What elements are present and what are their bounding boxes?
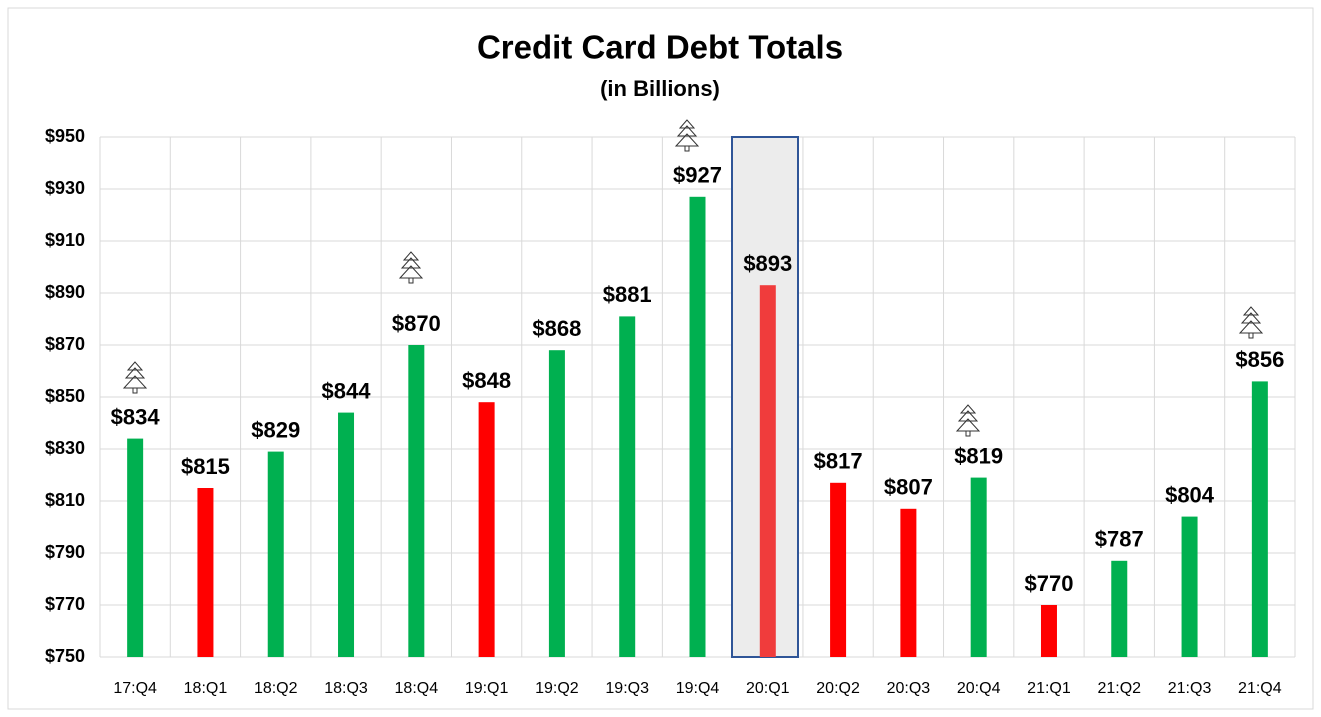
y-tick-label: $790	[45, 542, 85, 562]
x-tick-label: 18:Q3	[324, 680, 368, 697]
data-label: $834	[111, 404, 161, 429]
data-label: $829	[251, 417, 300, 442]
y-tick-label: $850	[45, 386, 85, 406]
data-label: $819	[954, 443, 1003, 468]
data-label: $815	[181, 454, 230, 479]
x-tick-label: 19:Q3	[605, 680, 649, 697]
bar	[1251, 381, 1268, 657]
data-label: $856	[1235, 347, 1284, 372]
y-tick-label: $890	[45, 282, 85, 302]
x-tick-label: 20:Q1	[746, 680, 790, 697]
bar	[830, 482, 847, 657]
bar	[619, 316, 636, 657]
data-label: $927	[673, 163, 722, 188]
bar	[900, 508, 917, 657]
y-tick-label: $930	[45, 178, 85, 198]
tree-icon	[955, 404, 981, 437]
bar	[970, 477, 987, 657]
x-tick-label: 20:Q3	[887, 680, 931, 697]
data-label: $804	[1165, 482, 1215, 507]
data-label: $844	[322, 378, 372, 403]
x-tick-label: 19:Q4	[676, 680, 720, 697]
bar	[127, 438, 144, 657]
x-tick-label: 18:Q1	[184, 680, 228, 697]
x-tick-label: 20:Q4	[957, 680, 1001, 697]
y-tick-label: $870	[45, 334, 85, 354]
y-tick-label: $810	[45, 490, 85, 510]
bar	[267, 451, 284, 657]
x-tick-label: 18:Q4	[395, 680, 439, 697]
tree-icon	[122, 361, 148, 394]
data-label: $770	[1024, 571, 1073, 596]
bar	[759, 285, 776, 657]
y-tick-label: $950	[45, 126, 85, 146]
x-tick-label: 17:Q4	[113, 680, 157, 697]
chart-title: Credit Card Debt Totals	[477, 29, 843, 66]
data-label: $870	[392, 311, 441, 336]
data-label: $881	[603, 282, 652, 307]
data-label: $817	[814, 449, 863, 474]
chart-border	[7, 7, 1314, 710]
tree-icon	[398, 251, 424, 284]
bar	[548, 350, 565, 657]
data-label: $787	[1095, 527, 1144, 552]
y-tick-label: $830	[45, 438, 85, 458]
x-tick-label: 21:Q1	[1027, 680, 1071, 697]
data-label: $868	[532, 316, 581, 341]
x-tick-label: 19:Q1	[465, 680, 509, 697]
x-tick-label: 18:Q2	[254, 680, 298, 697]
bar	[338, 412, 355, 657]
x-tick-label: 21:Q4	[1238, 680, 1282, 697]
bar	[408, 345, 425, 657]
data-label: $807	[884, 475, 933, 500]
data-label: $848	[462, 368, 511, 393]
chart-subtitle: (in Billions)	[600, 76, 720, 101]
x-tick-label: 19:Q2	[535, 680, 579, 697]
x-tick-label: 20:Q2	[816, 680, 860, 697]
bar	[1111, 560, 1128, 657]
x-tick-label: 21:Q3	[1168, 680, 1212, 697]
bar	[1181, 516, 1198, 657]
bar	[197, 488, 214, 657]
data-label: $893	[743, 251, 792, 276]
tree-icon	[1238, 306, 1264, 339]
bar	[689, 196, 706, 658]
y-tick-label: $910	[45, 230, 85, 250]
tree-icon	[674, 119, 700, 152]
bar	[478, 402, 495, 657]
x-tick-label: 21:Q2	[1097, 680, 1141, 697]
y-tick-label: $770	[45, 594, 85, 614]
bar	[1040, 605, 1057, 657]
tree-icons	[122, 119, 1264, 437]
y-tick-label: $750	[45, 646, 85, 666]
